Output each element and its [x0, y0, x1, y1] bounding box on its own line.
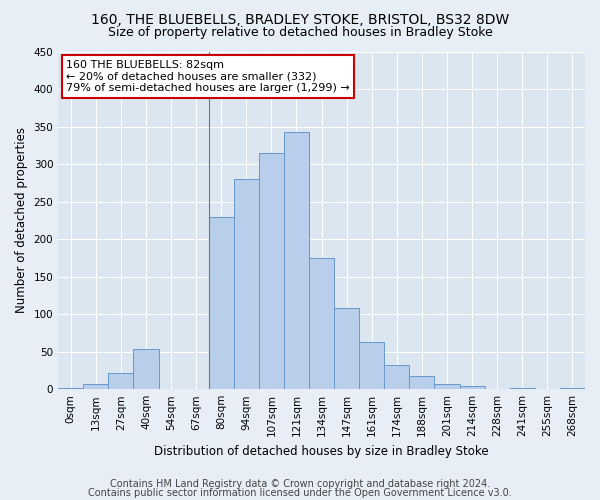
Y-axis label: Number of detached properties: Number of detached properties	[15, 128, 28, 314]
Bar	[58, 388, 83, 389]
Text: Contains HM Land Registry data © Crown copyright and database right 2024.: Contains HM Land Registry data © Crown c…	[110, 479, 490, 489]
Bar	[334, 308, 359, 389]
Bar	[209, 216, 234, 389]
Bar	[510, 388, 535, 389]
Text: 160 THE BLUEBELLS: 82sqm
← 20% of detached houses are smaller (332)
79% of semi-: 160 THE BLUEBELLS: 82sqm ← 20% of detach…	[66, 60, 350, 93]
Bar	[259, 153, 284, 389]
Bar	[434, 384, 460, 389]
Text: Size of property relative to detached houses in Bradley Stoke: Size of property relative to detached ho…	[107, 26, 493, 39]
Bar	[385, 365, 409, 389]
Bar	[359, 342, 385, 389]
Bar	[560, 388, 585, 389]
Bar	[109, 372, 133, 389]
Bar	[460, 386, 485, 389]
Bar	[83, 384, 109, 389]
Bar	[234, 179, 259, 389]
Text: 160, THE BLUEBELLS, BRADLEY STOKE, BRISTOL, BS32 8DW: 160, THE BLUEBELLS, BRADLEY STOKE, BRIST…	[91, 12, 509, 26]
Bar	[309, 258, 334, 389]
Bar	[133, 348, 158, 389]
X-axis label: Distribution of detached houses by size in Bradley Stoke: Distribution of detached houses by size …	[154, 444, 489, 458]
Text: Contains public sector information licensed under the Open Government Licence v3: Contains public sector information licen…	[88, 488, 512, 498]
Bar	[284, 132, 309, 389]
Bar	[409, 376, 434, 389]
